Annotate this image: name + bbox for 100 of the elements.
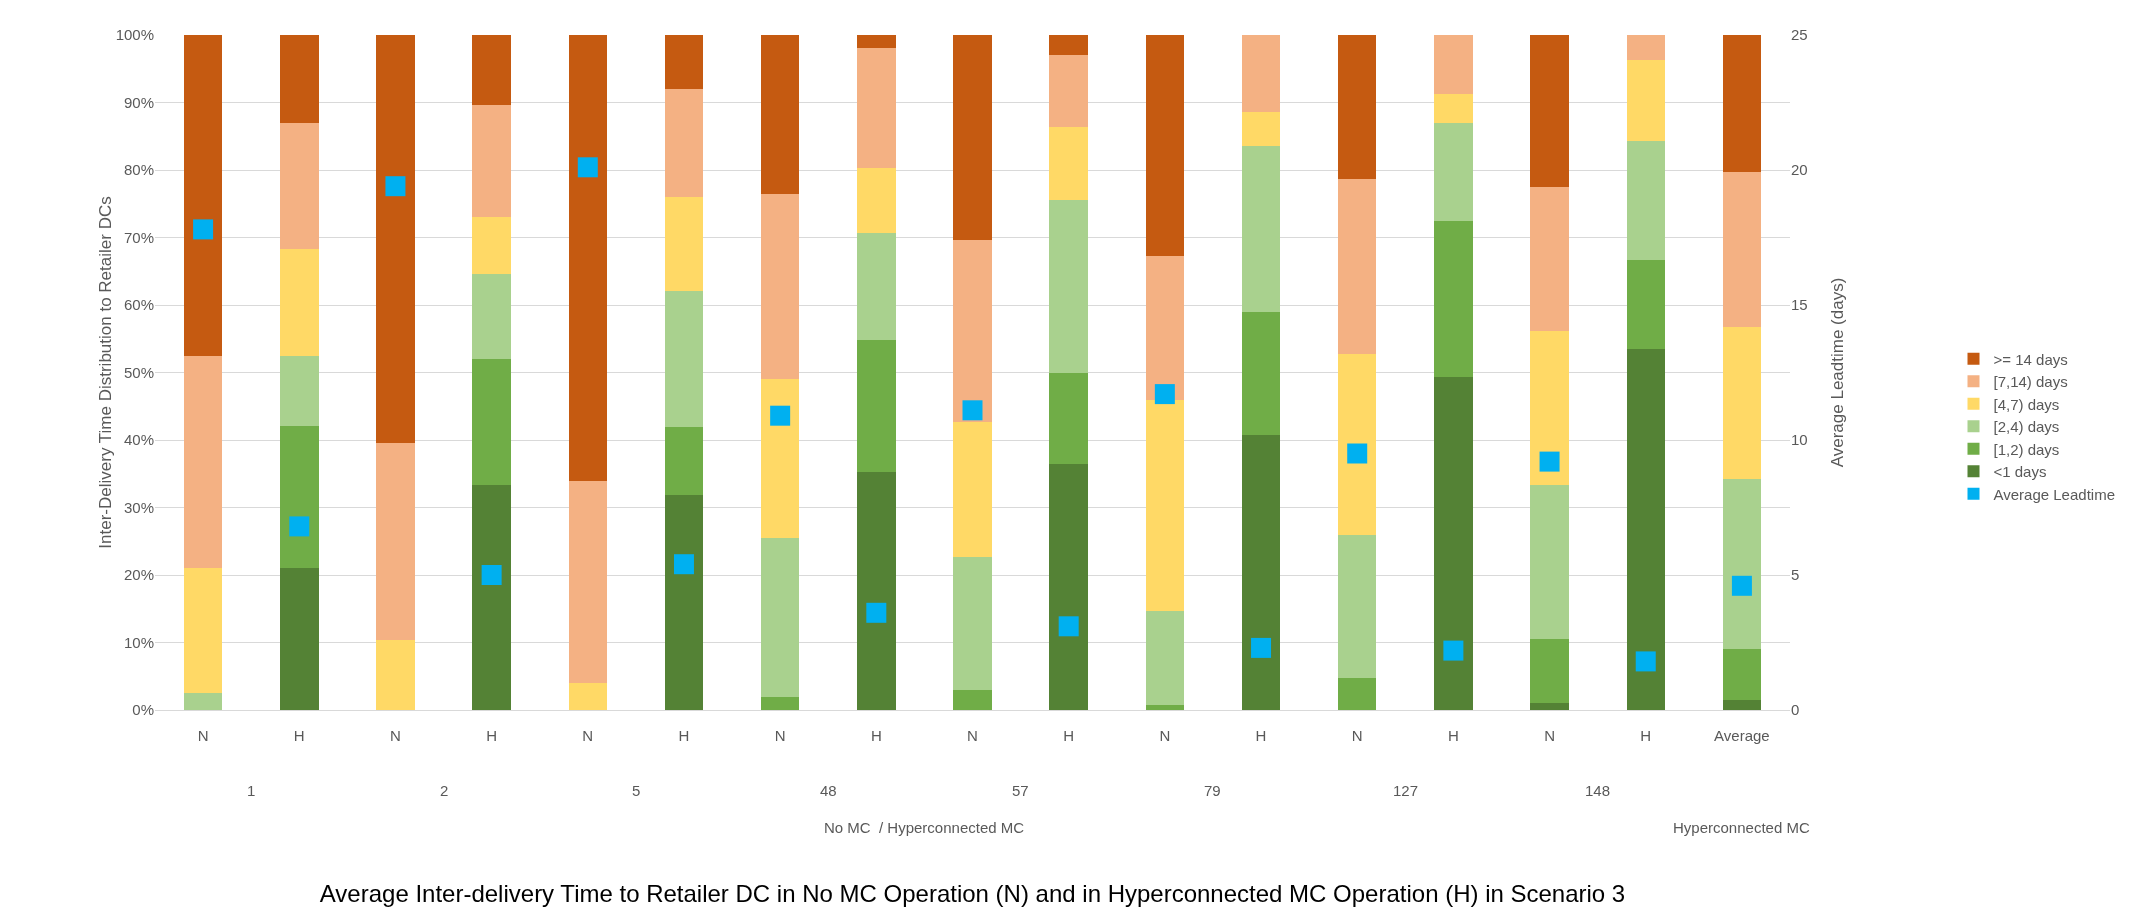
- point: [1154, 384, 1175, 405]
- bar: [1337, 35, 1377, 179]
- bar: [760, 35, 800, 195]
- bar: [1722, 649, 1762, 700]
- x-tick-label: H: [1063, 727, 1075, 744]
- y-tick-label: 90%: [123, 93, 154, 111]
- point: [1635, 651, 1656, 672]
- bar: [1722, 479, 1762, 650]
- y2-tick-label: 10: [1791, 431, 1808, 449]
- bar: [280, 35, 319, 124]
- bar: [1241, 434, 1281, 710]
- bar: [760, 696, 800, 710]
- x-tick-label: H: [678, 727, 690, 744]
- point: [1539, 451, 1560, 472]
- bar: [183, 35, 223, 356]
- text: 57: [1012, 782, 1029, 799]
- text: 127: [1393, 782, 1419, 799]
- bar: [1241, 35, 1281, 112]
- y-tick-label: 20%: [123, 566, 154, 584]
- bar: [953, 239, 992, 422]
- x-tick-label: N: [1159, 727, 1171, 744]
- bar: [183, 568, 223, 694]
- bar: [857, 167, 896, 233]
- point: [289, 516, 310, 537]
- bar: [1241, 111, 1281, 146]
- bar: [664, 427, 704, 495]
- y-tick-label: 0%: [132, 701, 154, 719]
- bar: [1434, 35, 1473, 94]
- bar: [183, 693, 223, 710]
- x-tick-label: H: [486, 727, 498, 744]
- bar: [568, 35, 608, 482]
- y-tick-label: 30%: [123, 498, 154, 516]
- bar: [280, 425, 319, 569]
- bar: [1049, 464, 1088, 710]
- y2-tick-label: 15: [1791, 296, 1808, 314]
- bar: [472, 217, 511, 274]
- legend-label: [1,2) days: [1993, 440, 2060, 458]
- bar: [664, 197, 704, 291]
- y2-tick-label: 0: [1791, 701, 1800, 719]
- x-tick-label: H: [1255, 727, 1267, 744]
- bar: [1626, 140, 1665, 261]
- point: [577, 157, 598, 178]
- x-tick-label: N: [582, 727, 594, 744]
- bar: [1145, 705, 1185, 710]
- bar: [568, 683, 608, 710]
- y2-tick-label: 25: [1791, 26, 1808, 44]
- bar: [472, 35, 511, 106]
- text: 5: [632, 782, 641, 799]
- bar: [1337, 677, 1377, 710]
- bar: [1722, 699, 1762, 710]
- bar: [857, 471, 896, 710]
- bar: [953, 689, 992, 710]
- x-tick-label: H: [870, 727, 882, 744]
- x-tick-label: Average: [1714, 727, 1770, 744]
- bar: [1337, 534, 1377, 678]
- bar: [280, 568, 319, 710]
- y-tick-label: 60%: [123, 296, 154, 314]
- bar: [857, 340, 896, 472]
- legend-label: Average Leadtime: [1993, 485, 2115, 503]
- bar: [1722, 327, 1762, 480]
- bar: [1530, 702, 1569, 710]
- x-tick-label: N: [197, 727, 209, 744]
- bar: [857, 47, 896, 168]
- bar: [953, 556, 992, 690]
- y2-axis-title: Average Leadtime (days): [1827, 277, 1847, 468]
- y2-tick-label: 20: [1791, 161, 1808, 179]
- point: [962, 400, 983, 421]
- bar: [376, 442, 415, 640]
- x-tick-label: N: [967, 727, 978, 744]
- bar: [1049, 199, 1088, 373]
- text: 79: [1204, 782, 1221, 799]
- point: [1731, 575, 1752, 596]
- legend-label: <1 days: [1993, 463, 2047, 481]
- text: 148: [1585, 782, 1611, 799]
- y-tick-label: 80%: [123, 161, 154, 179]
- bar: [1530, 186, 1569, 331]
- bar: [280, 355, 319, 426]
- point: [866, 602, 887, 623]
- bar: [280, 123, 319, 249]
- bar: [1626, 260, 1665, 349]
- bar: [1337, 178, 1377, 355]
- bar: [1145, 610, 1185, 706]
- y-tick-label: 40%: [123, 431, 154, 449]
- bar: [1241, 311, 1281, 435]
- bar: [1434, 221, 1473, 378]
- bar: [1530, 330, 1569, 486]
- bar: [1145, 256, 1185, 400]
- bar: [376, 35, 415, 443]
- bar: [1434, 122, 1473, 222]
- y2-tick-label: 5: [1791, 566, 1800, 584]
- bar: [1241, 145, 1281, 312]
- bar: [760, 379, 800, 538]
- text: 1: [247, 782, 256, 799]
- bar: [1626, 348, 1665, 710]
- bar: [664, 89, 704, 197]
- legend-label: [4,7) days: [1993, 395, 2060, 413]
- y-tick-label: 10%: [123, 633, 154, 651]
- bar: [1434, 377, 1473, 710]
- bar: [664, 290, 704, 428]
- y-tick-label: 50%: [123, 363, 154, 381]
